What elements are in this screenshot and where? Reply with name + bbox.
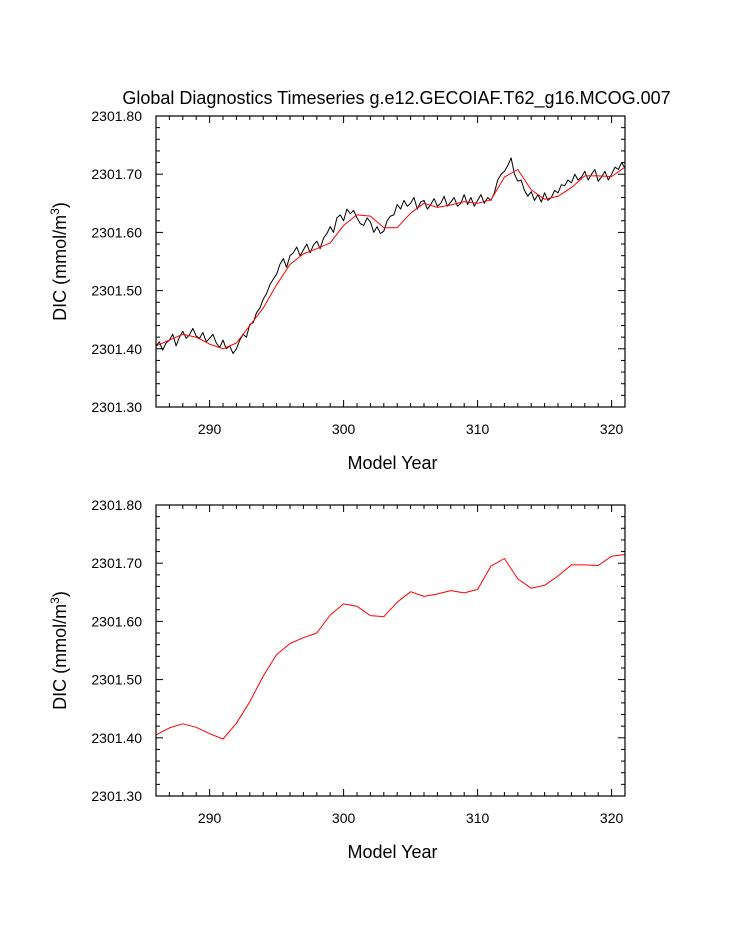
y-tick-label: 2301.80: [91, 497, 142, 513]
y-tick-label: 2301.80: [91, 108, 142, 124]
y-tick-label: 2301.70: [91, 555, 142, 571]
y-axis-title: DIC (mmol/m3): [48, 591, 70, 710]
series-line-0: [155, 554, 626, 740]
bottom-panel: 290 300 310 320 2301.30 2301.40 2301.50 2301.60…: [48, 497, 626, 862]
plot-frame: [155, 504, 626, 797]
y-tick-label: 2301.60: [91, 613, 142, 629]
y-tick-label: 2301.40: [91, 341, 142, 357]
y-axis-title: DIC (mmol/m3): [48, 202, 70, 321]
chart-title: Global Diagnostics Timeseries g.e12.GECO…: [122, 88, 670, 109]
top-panel: 290 300 310 320 2301.30 2301.40 2301.50 2301.60…: [48, 88, 671, 473]
x-tick-label: 290: [198, 421, 222, 437]
x-tick-label: 320: [600, 810, 624, 826]
x-tick-label: 310: [466, 810, 490, 826]
y-tick-label: 2301.50: [91, 283, 142, 299]
y-tick-label: 2301.70: [91, 166, 142, 182]
y-tick-label: 2301.30: [91, 399, 142, 415]
y-tick-label: 2301.60: [91, 224, 142, 240]
x-tick-label: 300: [332, 421, 356, 437]
x-tick-label: 320: [600, 421, 624, 437]
x-tick-label: 290: [198, 810, 222, 826]
x-tick-label: 300: [332, 810, 356, 826]
y-tick-label: 2301.30: [91, 788, 142, 804]
plot-frame: [155, 115, 626, 408]
x-axis-title: Model Year: [347, 842, 437, 862]
series-line-1: [155, 166, 626, 350]
series-line-0: [155, 157, 626, 354]
x-tick-label: 310: [466, 421, 490, 437]
y-tick-label: 2301.40: [91, 730, 142, 746]
y-tick-label: 2301.50: [91, 672, 142, 688]
x-axis-title: Model Year: [347, 453, 437, 473]
